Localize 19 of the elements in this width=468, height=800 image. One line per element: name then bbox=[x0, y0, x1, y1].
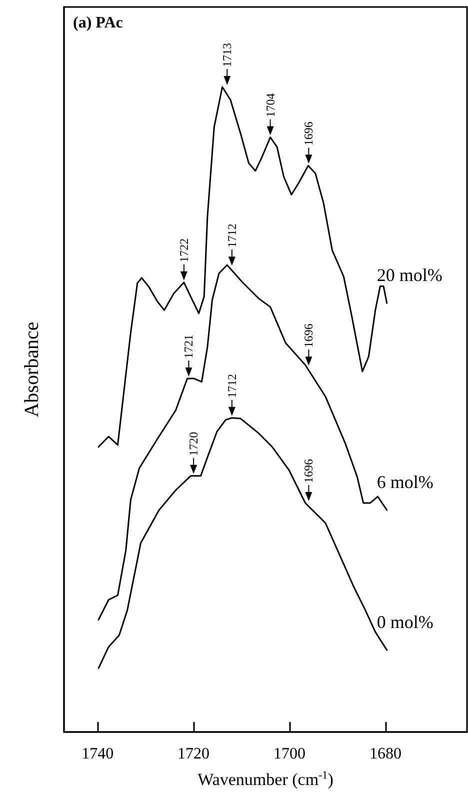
annotation: 1722 bbox=[176, 238, 191, 262]
x-tick-label: 1740 bbox=[82, 746, 114, 762]
x-tick-label: 1720 bbox=[178, 746, 210, 762]
annotation: 1696 bbox=[302, 122, 316, 146]
annotation: 1713 bbox=[220, 42, 234, 67]
annotation: 1721 bbox=[182, 334, 196, 359]
series-label: 20 mol% bbox=[376, 265, 442, 286]
series-label: 6 mol% bbox=[376, 472, 434, 492]
y-axis-title: Absorbance bbox=[21, 322, 43, 418]
annotation: 1712 bbox=[224, 374, 239, 398]
annotation: 1720 bbox=[186, 432, 201, 456]
series-label: 0 mol% bbox=[376, 612, 434, 632]
x-tick-label: 1700 bbox=[273, 746, 306, 762]
x-tick-label: 1680 bbox=[369, 746, 402, 762]
annotation: 1712 bbox=[224, 224, 239, 248]
annotation: 1704 bbox=[263, 93, 278, 118]
annotation: 1696 bbox=[302, 459, 316, 484]
annotation: 1696 bbox=[302, 324, 316, 348]
chart-title: (a) PAc bbox=[73, 14, 123, 32]
